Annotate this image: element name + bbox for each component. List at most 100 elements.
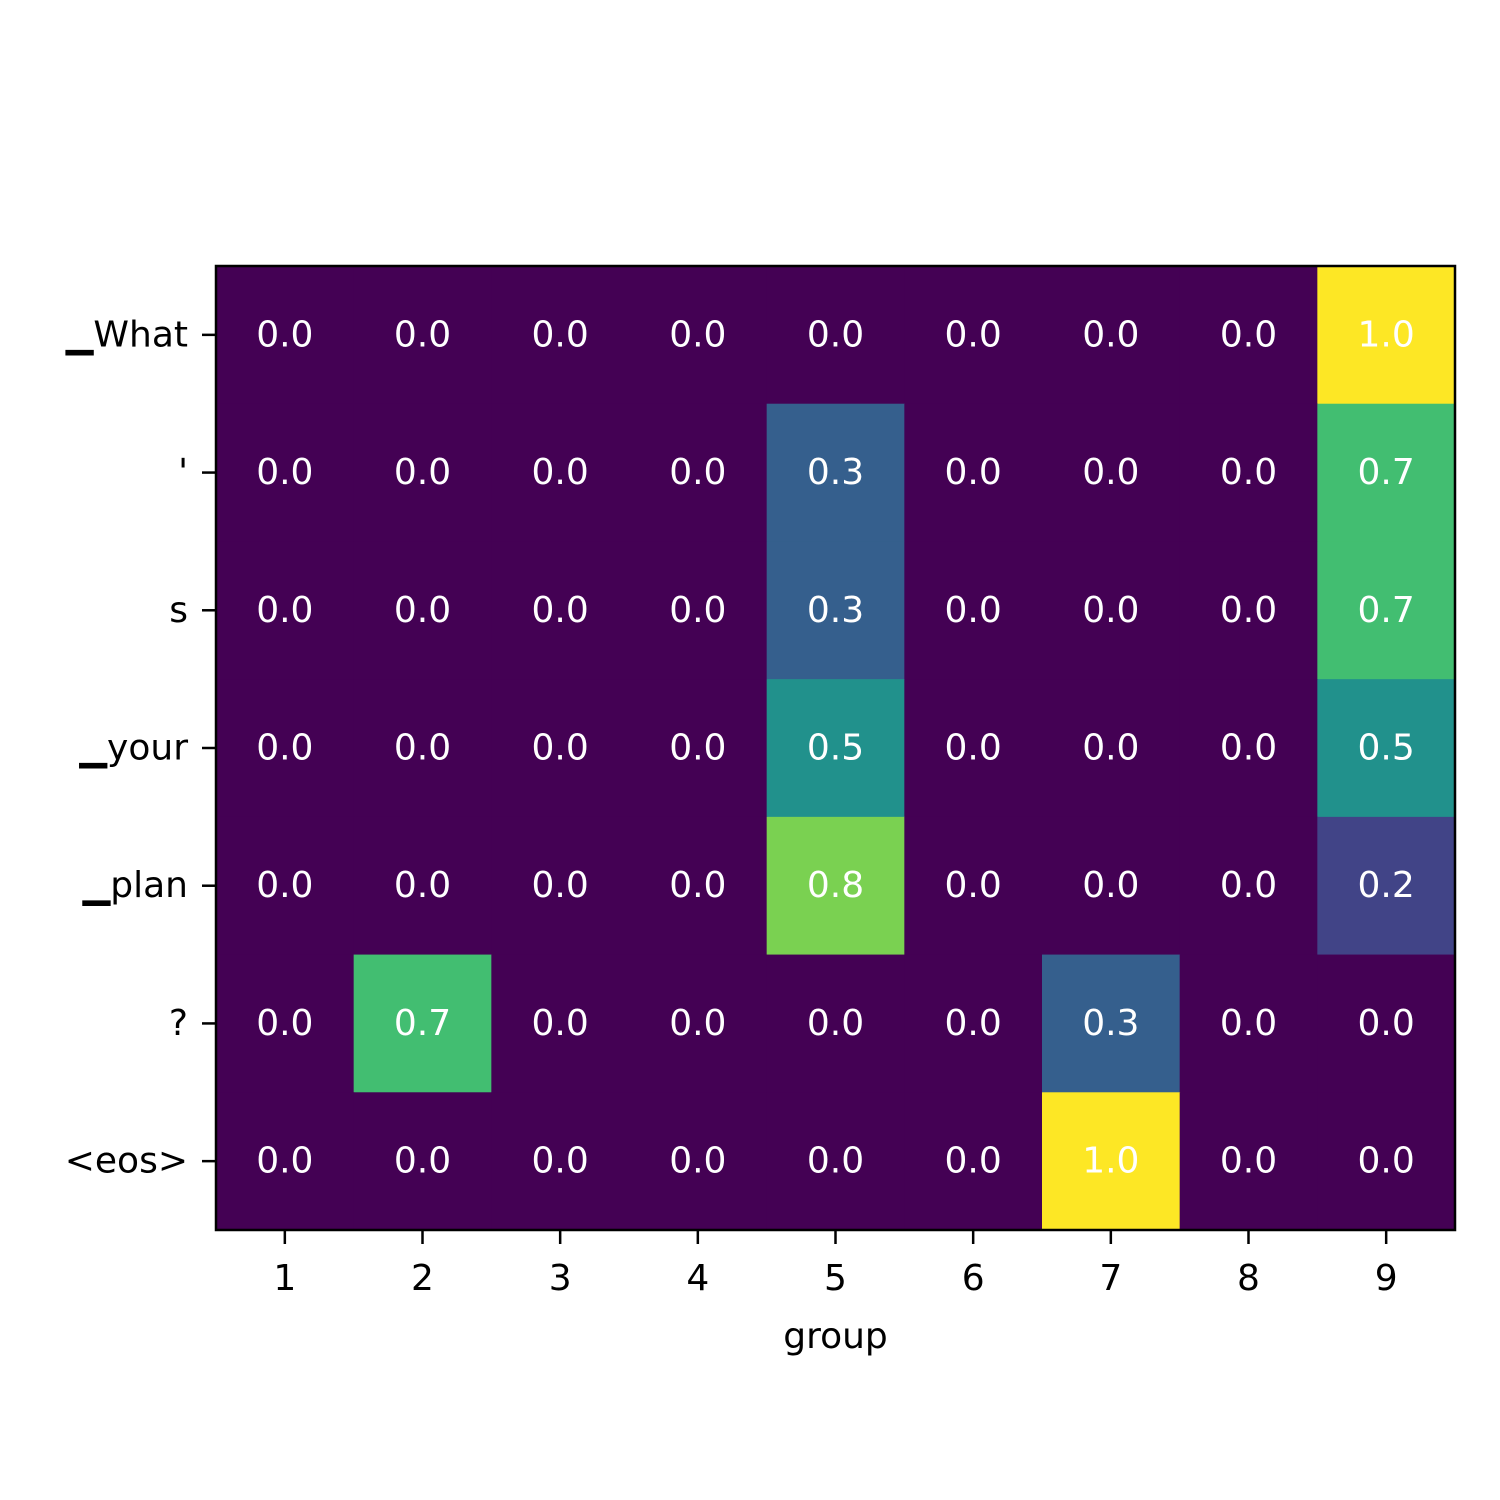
heatmap-cell-label: 0.0	[945, 865, 1002, 906]
heatmap-cell	[1179, 816, 1318, 956]
heatmap-cell	[491, 679, 630, 818]
heatmap-cell-label: 0.0	[256, 1141, 313, 1182]
heatmap-cell	[1179, 954, 1318, 1093]
heatmap-cell	[1317, 266, 1456, 405]
x-axis-ticks: 1 2 3 4 5 6 7 8 9	[273, 1230, 1398, 1299]
x-tick-label: 7	[1099, 1258, 1122, 1299]
heatmap-cells	[216, 266, 1456, 1231]
heatmap-cell-label: 0.0	[807, 314, 864, 355]
heatmap-cell-label: 0.0	[1358, 1003, 1415, 1044]
heatmap-cell-label: 0.0	[945, 1141, 1002, 1182]
heatmap-cell-label: 0.0	[256, 314, 313, 355]
heatmap-cell	[353, 954, 492, 1093]
heatmap-cell	[1179, 679, 1318, 818]
heatmap-cell-label: 0.0	[532, 314, 589, 355]
heatmap-cell-label: 0.7	[394, 1003, 451, 1044]
heatmap-cell	[491, 403, 630, 543]
heatmap-cell	[1042, 954, 1181, 1093]
heatmap-cell	[491, 1092, 630, 1231]
heatmap-cell	[1317, 679, 1456, 818]
x-tick-label: 8	[1237, 1258, 1260, 1299]
heatmap-cell	[766, 816, 905, 956]
heatmap-cell-label: 0.0	[256, 1003, 313, 1044]
heatmap-cell	[1042, 816, 1181, 956]
y-tick-label: s	[169, 590, 188, 631]
heatmap-cell	[216, 541, 355, 680]
heatmap-cell	[353, 541, 492, 680]
heatmap-cell-label: 0.7	[1358, 452, 1415, 493]
heatmap-cell-label: 0.0	[945, 1003, 1002, 1044]
heatmap-cell-label: 0.0	[669, 865, 726, 906]
heatmap-cell-label: 0.0	[394, 728, 451, 769]
heatmap-cell	[353, 679, 492, 818]
heatmap-cell-label: 0.3	[1082, 1003, 1139, 1044]
heatmap-cell	[353, 816, 492, 956]
heatmap-cell	[1042, 1092, 1181, 1231]
heatmap-cell-label: 0.0	[256, 590, 313, 631]
heatmap-cell-label: 0.0	[807, 1141, 864, 1182]
y-tick-label: ▁What	[65, 314, 188, 355]
heatmap-cell-label: 0.0	[394, 452, 451, 493]
heatmap-cell	[904, 403, 1043, 543]
heatmap-cell-label: 0.0	[669, 452, 726, 493]
heatmap-cell	[216, 954, 355, 1093]
x-tick-label: 9	[1375, 1258, 1398, 1299]
heatmap-cell	[629, 1092, 768, 1231]
heatmap-cell	[629, 403, 768, 543]
heatmap-cell-label: 1.0	[1082, 1141, 1139, 1182]
y-tick-label: <eos>	[65, 1141, 188, 1182]
heatmap-cell-label: 0.0	[532, 1003, 589, 1044]
heatmap-cell	[216, 266, 355, 405]
heatmap-cell-label: 0.0	[669, 1141, 726, 1182]
heatmap-cell	[216, 403, 355, 543]
heatmap-cell	[353, 266, 492, 405]
heatmap-cell-label: 0.0	[532, 728, 589, 769]
heatmap-cell-label: 0.0	[532, 452, 589, 493]
heatmap-cell	[1317, 954, 1456, 1093]
heatmap-cell	[353, 1092, 492, 1231]
heatmap-cell-label: 0.0	[807, 1003, 864, 1044]
x-tick-label: 2	[411, 1258, 434, 1299]
heatmap-cell-label: 0.0	[532, 1141, 589, 1182]
heatmap-cell	[491, 266, 630, 405]
heatmap-cell	[1179, 403, 1318, 543]
heatmap-cell-label: 0.3	[807, 590, 864, 631]
heatmap-cell-label: 0.0	[256, 728, 313, 769]
heatmap-cell-labels: 0.0 0.0 0.0 0.0 0.0 0.0 0.0 0.0 1.0 0.0 0.0 0.0 0.0 0…	[256, 314, 1415, 1181]
heatmap-cell-label: 0.0	[945, 452, 1002, 493]
heatmap-cell-label: 0.0	[1220, 1141, 1277, 1182]
x-tick-label: 5	[824, 1258, 847, 1299]
heatmap-cell	[216, 679, 355, 818]
heatmap-cell-label: 0.0	[1358, 1141, 1415, 1182]
x-tick-label: 3	[549, 1258, 572, 1299]
y-tick-label: ▁plan	[82, 865, 188, 906]
y-axis-ticks: ▁What ' s ▁your ▁plan? <eos>	[65, 314, 216, 1182]
heatmap-cell	[904, 541, 1043, 680]
heatmap-cell	[1042, 541, 1181, 680]
heatmap-cell-label: 0.0	[1220, 728, 1277, 769]
heatmap-cell	[766, 1092, 905, 1231]
heatmap-cell-label: 0.0	[256, 865, 313, 906]
heatmap-cell-label: 0.0	[532, 865, 589, 906]
heatmap-cell	[1317, 1092, 1456, 1231]
heatmap-cell-label: 0.0	[1220, 452, 1277, 493]
heatmap-cell	[904, 679, 1043, 818]
heatmap-cell	[766, 679, 905, 818]
heatmap-cell-label: 0.5	[1358, 728, 1415, 769]
heatmap-cell-label: 0.0	[1220, 590, 1277, 631]
heatmap-cell	[766, 541, 905, 680]
x-tick-label: 6	[962, 1258, 985, 1299]
heatmap-cell-label: 0.0	[1082, 314, 1139, 355]
heatmap-cell-label: 0.0	[669, 1003, 726, 1044]
heatmap-cell	[766, 403, 905, 543]
heatmap-cell-label: 1.0	[1358, 314, 1415, 355]
heatmap-cell	[629, 679, 768, 818]
heatmap-cell	[1179, 541, 1318, 680]
heatmap-cell-label: 0.0	[945, 728, 1002, 769]
heatmap-cell	[629, 954, 768, 1093]
heatmap-cell-label: 0.0	[256, 452, 313, 493]
y-tick-label: ▁your	[78, 728, 188, 769]
heatmap-cell-label: 0.8	[807, 865, 864, 906]
heatmap-cell	[353, 403, 492, 543]
heatmap-cell	[1179, 266, 1318, 405]
